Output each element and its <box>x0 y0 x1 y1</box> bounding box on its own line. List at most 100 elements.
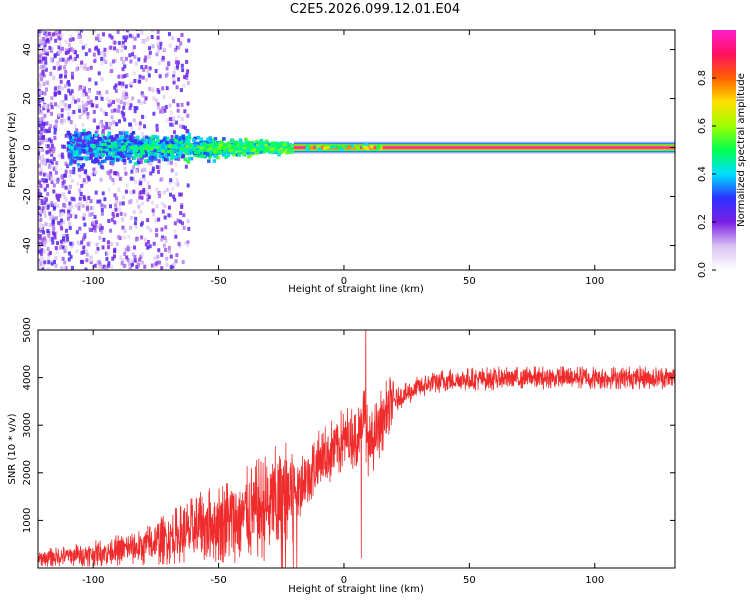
spectral-cell <box>117 74 121 79</box>
spectral-cell <box>350 144 355 148</box>
spectral-cell <box>163 215 167 220</box>
spectral-cell <box>155 146 160 150</box>
spectral-cell <box>161 152 165 156</box>
spectral-cell <box>84 153 88 158</box>
spectral-cell <box>192 138 196 142</box>
spectral-cell <box>38 74 41 79</box>
spectral-cell <box>156 139 160 143</box>
spectral-cell <box>38 222 41 227</box>
spectral-cell <box>107 148 112 152</box>
spectral-cell <box>138 178 142 183</box>
spectral-cell <box>155 228 159 233</box>
spectral-cell <box>49 159 53 164</box>
spectral-cell <box>250 148 255 153</box>
spectral-cell <box>139 180 143 185</box>
spectral-cell <box>87 195 91 200</box>
spectral-cell <box>42 230 46 235</box>
spectral-cell <box>226 153 230 158</box>
spectral-cell <box>68 37 72 42</box>
spectral-cell <box>119 211 123 216</box>
spectral-cell <box>162 190 166 195</box>
spectral-cell <box>145 190 149 195</box>
spectral-cell <box>187 226 191 231</box>
spectral-cell <box>79 39 83 44</box>
spectral-cell <box>174 120 178 125</box>
spectral-cell <box>39 171 43 176</box>
spectral-cell <box>195 149 200 154</box>
spectral-cell <box>169 110 173 115</box>
spectral-cell <box>164 105 168 110</box>
spectral-cell <box>133 139 138 143</box>
spectral-cell <box>78 144 83 148</box>
y-tick-label: -40 <box>22 237 33 253</box>
spectral-cell <box>155 165 159 170</box>
spectral-cell <box>49 102 53 107</box>
spectral-cell <box>113 108 117 113</box>
spectral-cell <box>110 35 114 40</box>
spectral-cell <box>161 24 164 28</box>
spectral-cell <box>77 98 81 103</box>
spectral-cell <box>96 159 100 164</box>
spectral-cell <box>84 157 89 161</box>
spectral-cell <box>256 144 261 148</box>
spectral-cell <box>72 213 76 218</box>
spectral-cell <box>61 180 65 185</box>
spectral-cell <box>167 161 171 166</box>
spectral-cell <box>60 266 64 270</box>
spectral-cell <box>226 141 231 145</box>
spectral-cell <box>95 144 100 148</box>
spectral-cell <box>89 156 93 160</box>
spectral-cell <box>109 169 113 174</box>
spectral-cell <box>204 140 209 144</box>
spectral-cell <box>134 237 138 242</box>
spectral-cell <box>121 81 125 86</box>
spectral-cell <box>187 132 192 137</box>
spectral-cell <box>93 141 97 145</box>
spectral-cell <box>165 187 169 192</box>
spectral-cell <box>124 247 128 252</box>
spectral-cell <box>52 65 56 70</box>
spectral-cell <box>234 140 238 145</box>
spectral-cell <box>89 65 93 70</box>
spectral-cell <box>74 67 78 72</box>
spectral-cell <box>135 264 139 269</box>
spectral-cell <box>183 109 187 114</box>
spectral-cell <box>72 197 76 202</box>
spectral-cell <box>55 161 59 166</box>
spectral-cell <box>112 181 116 186</box>
spectral-cell <box>171 36 175 41</box>
spectrogram-panel: -100 -50 0 50 100 -40 -20 0 20 40 Height of stra… <box>7 24 676 295</box>
spectral-cell <box>123 150 128 154</box>
spectral-cell <box>53 260 57 265</box>
spectral-cell <box>106 245 110 250</box>
spectral-cell <box>146 149 151 153</box>
spectral-cell <box>171 186 175 191</box>
spectral-cell <box>41 135 45 140</box>
spectral-cell <box>206 146 211 150</box>
spectral-cell <box>72 170 76 175</box>
spectral-cell <box>207 159 211 163</box>
spectral-cell <box>86 100 90 105</box>
spectral-cell <box>42 106 46 111</box>
spectral-cell <box>39 251 43 256</box>
spectral-cell <box>130 125 134 130</box>
spectral-cell <box>64 133 68 138</box>
spectral-cell <box>91 24 94 28</box>
spectral-cell <box>123 212 127 217</box>
spectral-cell <box>167 144 172 148</box>
spectral-cell <box>140 91 144 96</box>
spectral-cell <box>42 36 46 41</box>
spectral-cell <box>174 157 178 161</box>
spectral-cell <box>38 235 42 240</box>
spectral-cell <box>181 125 185 130</box>
spectral-cell <box>53 92 57 97</box>
spectral-cell <box>102 150 106 154</box>
spectral-cell <box>87 175 91 180</box>
spectral-cell <box>150 34 154 39</box>
spectral-cell <box>58 212 62 217</box>
spectral-cell <box>66 130 71 135</box>
spectral-cell <box>93 263 97 268</box>
spectral-cell <box>40 248 44 253</box>
spectral-cell <box>89 199 93 204</box>
spectral-cell <box>70 196 74 201</box>
